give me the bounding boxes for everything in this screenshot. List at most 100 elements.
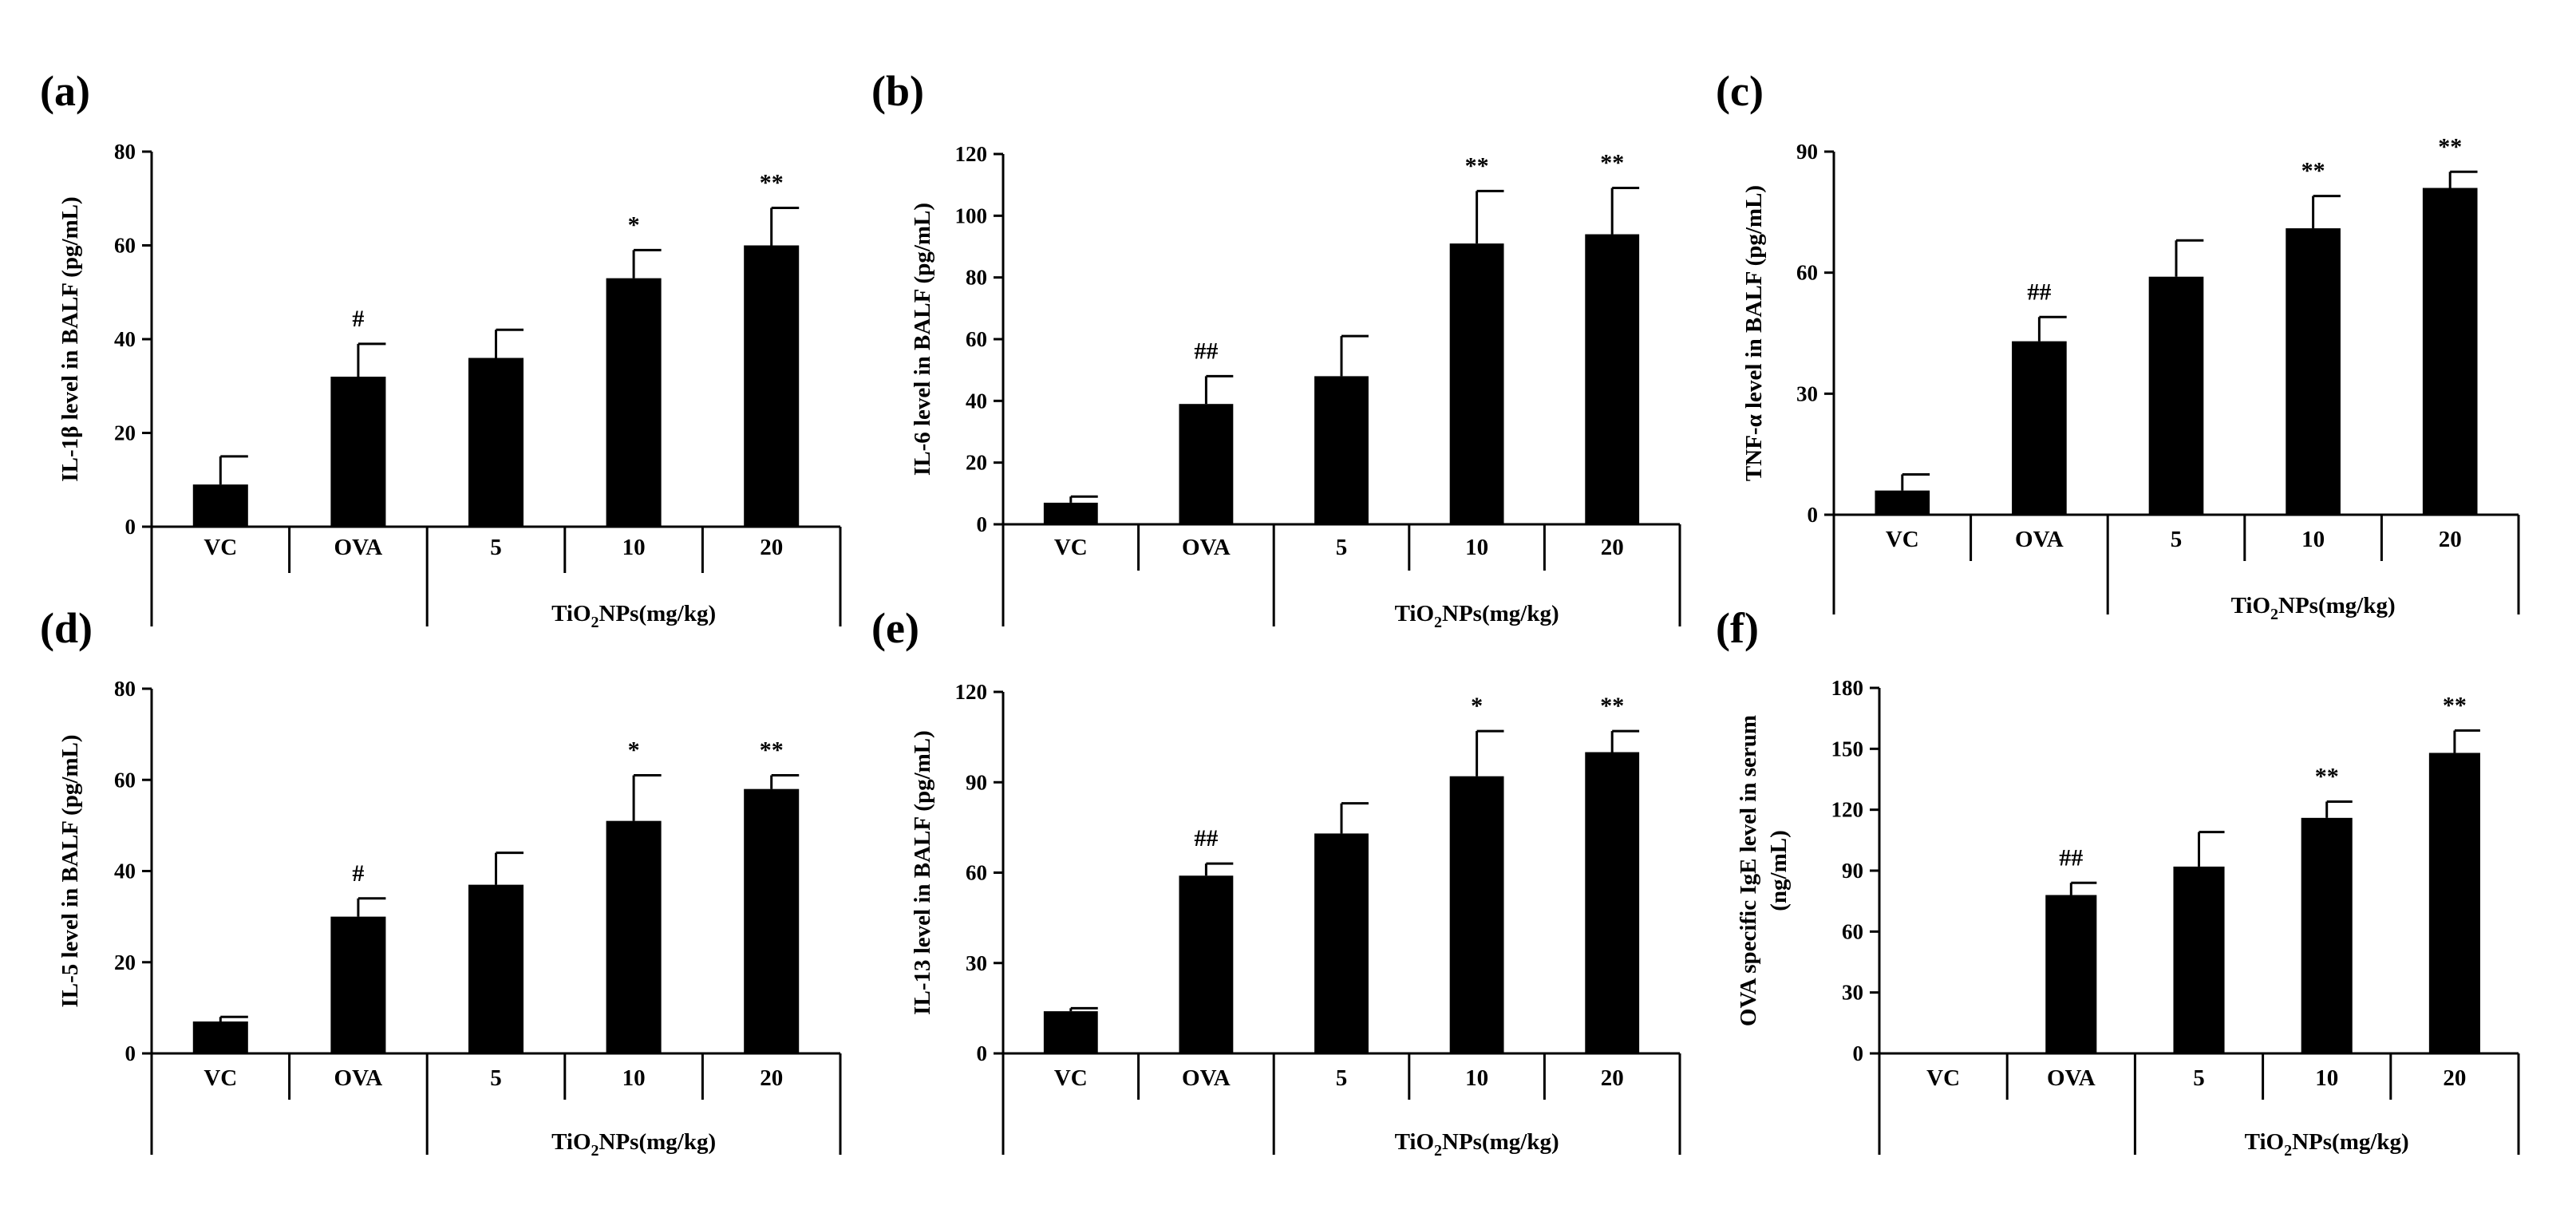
y-tick-label: 80 xyxy=(114,677,136,701)
category-label: 10 xyxy=(622,535,646,560)
panel-letter: (d) xyxy=(40,604,93,652)
bar xyxy=(1449,776,1504,1053)
bar xyxy=(1314,833,1369,1053)
y-tick-label: 0 xyxy=(977,1041,988,1065)
y-tick-label: 0 xyxy=(1853,1041,1864,1065)
bar xyxy=(330,377,386,527)
bar xyxy=(1043,502,1098,524)
y-tick-label: 0 xyxy=(125,1041,136,1065)
y-tick-label: 60 xyxy=(1842,919,1863,943)
significance-marker: ** xyxy=(760,170,784,196)
bar xyxy=(1449,243,1504,524)
y-axis-label: TNF-α level in BALF (pg/mL) xyxy=(1741,185,1767,481)
panel-letter: (b) xyxy=(871,67,924,115)
group-label: TiO2NPs(mg/kg) xyxy=(2245,1129,2409,1160)
group-label: TiO2NPs(mg/kg) xyxy=(551,601,716,631)
group-label: TiO2NPs(mg/kg) xyxy=(2231,593,2396,623)
bar xyxy=(744,245,800,527)
bar xyxy=(468,358,524,527)
y-tick-label: 90 xyxy=(1842,859,1863,883)
significance-marker: ## xyxy=(1194,338,1218,364)
significance-marker: ** xyxy=(1600,150,1624,176)
y-tick-label: 0 xyxy=(1808,503,1819,527)
group-label: TiO2NPs(mg/kg) xyxy=(1395,601,1559,631)
y-tick-label: 40 xyxy=(966,389,987,413)
category-label: 5 xyxy=(1336,1065,1348,1091)
y-tick-label: 100 xyxy=(955,203,988,227)
y-tick-label: 20 xyxy=(966,451,987,475)
category-label: 5 xyxy=(2171,527,2183,552)
bar xyxy=(1179,404,1234,524)
y-tick-label: 20 xyxy=(114,950,136,974)
bar xyxy=(192,1021,248,1053)
chart-panel-e: (e) 0 30 60 90 120 IL-13 level in BALF (pg/mL)… xyxy=(871,604,1681,1160)
y-axis-label: (ng/mL) xyxy=(1766,830,1792,911)
category-label: OVA xyxy=(1182,535,1231,560)
category-label: VC xyxy=(1886,527,1919,552)
y-tick-label: 20 xyxy=(114,421,136,445)
y-tick-label: 0 xyxy=(977,512,988,536)
bar xyxy=(2173,866,2225,1053)
y-tick-label: 40 xyxy=(114,859,136,883)
category-label: VC xyxy=(1926,1065,1960,1091)
significance-marker: ** xyxy=(1465,152,1489,179)
significance-marker: ## xyxy=(2027,279,2051,305)
y-tick-label: 80 xyxy=(114,140,136,164)
category-label: 20 xyxy=(2439,527,2462,552)
y-tick-label: 60 xyxy=(114,234,136,258)
panel-letter: (a) xyxy=(40,67,90,115)
bar xyxy=(606,278,662,527)
bar xyxy=(744,788,800,1053)
y-axis-label: OVA specific IgE level in serum xyxy=(1736,715,1761,1026)
panel-letter: (f) xyxy=(1716,604,1759,652)
bar xyxy=(2012,341,2067,515)
chart-panel-c: (c) 0 30 60 90 TNF-α level in BALF (pg/mL) VC #… xyxy=(1716,67,2520,623)
category-label: OVA xyxy=(2015,527,2064,552)
category-label: 20 xyxy=(760,535,783,560)
y-tick-label: 60 xyxy=(966,861,987,885)
bar xyxy=(330,916,386,1053)
y-tick-label: 60 xyxy=(114,768,136,792)
bar xyxy=(192,484,248,527)
significance-marker: ## xyxy=(2059,844,2083,871)
y-axis-label: IL-1β level in BALF (pg/mL) xyxy=(57,196,83,481)
significance-marker: ** xyxy=(2315,763,2339,789)
significance-marker: ** xyxy=(1600,693,1624,719)
bar xyxy=(1179,875,1234,1053)
category-label: 20 xyxy=(760,1065,783,1091)
bar xyxy=(606,820,662,1053)
significance-marker: ** xyxy=(2301,158,2325,184)
category-label: OVA xyxy=(334,535,383,560)
category-label: 10 xyxy=(1465,1065,1488,1091)
chart-panel-d: (d) 0 20 40 60 80 IL-5 level in BALF (pg/mL) VC… xyxy=(40,604,842,1160)
y-tick-label: 40 xyxy=(114,327,136,351)
category-label: VC xyxy=(1054,535,1088,560)
category-label: VC xyxy=(1054,1065,1088,1091)
category-label: OVA xyxy=(2047,1065,2096,1091)
y-tick-label: 120 xyxy=(1831,798,1864,822)
group-label: TiO2NPs(mg/kg) xyxy=(551,1129,716,1160)
y-tick-label: 60 xyxy=(966,327,987,351)
group-label: TiO2NPs(mg/kg) xyxy=(1395,1129,1559,1160)
y-tick-label: 150 xyxy=(1831,737,1864,761)
bar xyxy=(2422,188,2478,515)
y-tick-label: 90 xyxy=(1796,140,1818,164)
chart-panel-f: (f) 0 30 60 90 120 150 180 OVA specific IgE leve… xyxy=(1716,604,2520,1160)
category-label: OVA xyxy=(1182,1065,1231,1091)
bar xyxy=(1585,752,1640,1053)
bar xyxy=(1585,234,1640,524)
bar xyxy=(2148,276,2204,515)
significance-marker: ** xyxy=(760,737,784,764)
bar xyxy=(468,884,524,1053)
category-label: 20 xyxy=(2443,1065,2466,1091)
bar xyxy=(2301,817,2353,1053)
y-axis-label: IL-13 level in BALF (pg/mL) xyxy=(910,730,935,1015)
significance-marker: # xyxy=(352,306,364,332)
chart-panel-b: (b) 0 20 40 60 80 100 120 IL-6 level in BALF (pg… xyxy=(871,67,1681,631)
bar xyxy=(1043,1011,1098,1053)
category-label: VC xyxy=(203,1065,237,1091)
significance-marker: * xyxy=(628,211,640,238)
category-label: OVA xyxy=(334,1065,383,1091)
y-tick-label: 30 xyxy=(966,951,987,975)
